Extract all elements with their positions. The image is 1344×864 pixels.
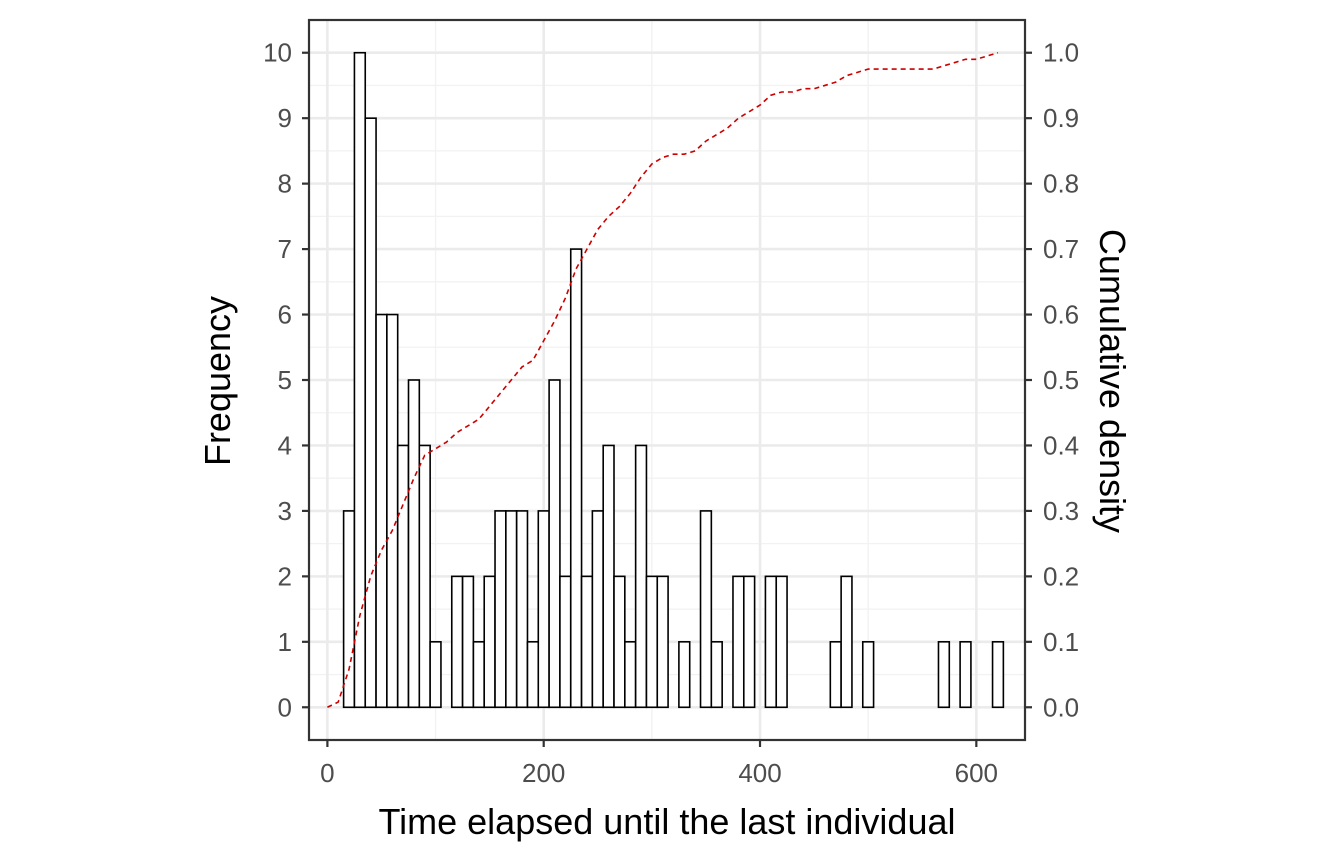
y2-tick-label: 0.5	[1043, 365, 1079, 395]
y-tick-label: 2	[278, 561, 292, 591]
histogram-bar	[452, 576, 463, 707]
histogram-bar	[625, 642, 636, 707]
histogram-bar	[938, 642, 949, 707]
histogram-bar	[993, 642, 1004, 707]
x-axis-title: Time elapsed until the last individual	[379, 801, 956, 842]
y2-tick-label: 0.7	[1043, 234, 1079, 264]
y2-tick-label: 0.0	[1043, 692, 1079, 722]
x-tick-label: 600	[955, 758, 998, 788]
histogram-bar	[538, 511, 549, 707]
y2-tick-label: 0.9	[1043, 103, 1079, 133]
y-tick-label: 5	[278, 365, 292, 395]
histogram-bar	[560, 576, 571, 707]
y-tick-label: 6	[278, 300, 292, 330]
histogram-bar	[830, 642, 841, 707]
histogram-bar	[473, 642, 484, 707]
x-tick-label: 0	[320, 758, 334, 788]
histogram-bar	[603, 445, 614, 707]
histogram-bar	[419, 445, 430, 707]
histogram-bar	[646, 576, 657, 707]
histogram-bar	[549, 380, 560, 707]
y2-tick-label: 0.8	[1043, 169, 1079, 199]
histogram-bar	[430, 642, 441, 707]
histogram-bar	[733, 576, 744, 707]
y-tick-label: 1	[278, 627, 292, 657]
y2-tick-label: 0.6	[1043, 300, 1079, 330]
x-tick-label: 200	[522, 758, 565, 788]
histogram-bar	[841, 576, 852, 707]
histogram-bar	[344, 511, 355, 707]
histogram-bar	[365, 118, 376, 707]
histogram-bar	[960, 642, 971, 707]
histogram-bar	[495, 511, 506, 707]
histogram-bar	[398, 445, 409, 707]
y-axis-title: Frequency	[197, 296, 238, 466]
histogram-bar	[527, 642, 538, 707]
x-tick-label: 400	[738, 758, 781, 788]
histogram-bar	[657, 576, 668, 707]
histogram-bar	[463, 576, 474, 707]
y2-tick-label: 0.3	[1043, 496, 1079, 526]
histogram-bar	[387, 315, 398, 708]
bottom-axis-ticks: 0 200 400 600	[320, 740, 998, 788]
y-tick-label: 10	[263, 38, 292, 68]
y2-tick-label: 0.1	[1043, 627, 1079, 657]
y2-tick-label: 1.0	[1043, 38, 1079, 68]
y2-tick-label: 0.4	[1043, 430, 1079, 460]
histogram-bar	[776, 576, 787, 707]
histogram-bar	[517, 511, 528, 707]
histogram-bar	[744, 576, 755, 707]
histogram-bar	[765, 576, 776, 707]
histogram-bar	[376, 315, 387, 708]
secondary-y-axis-title: Cumulative density	[1092, 229, 1133, 533]
y-tick-label: 4	[278, 430, 292, 460]
histogram-bar	[354, 53, 365, 708]
y-tick-label: 8	[278, 169, 292, 199]
histogram-bar	[582, 576, 593, 707]
histogram-bar	[484, 576, 495, 707]
histogram-bar	[409, 380, 420, 707]
histogram-bar	[701, 511, 712, 707]
y-tick-label: 9	[278, 103, 292, 133]
right-axis-ticks: 0.0 0.1 0.2 0.3 0.4 0.5 0.6 0.7 0.8 0.9 1.0	[1025, 38, 1079, 723]
histogram-bar	[614, 576, 625, 707]
y-tick-label: 3	[278, 496, 292, 526]
y-tick-label: 0	[278, 692, 292, 722]
histogram-bar	[506, 511, 517, 707]
y2-tick-label: 0.2	[1043, 561, 1079, 591]
histogram-bar	[592, 511, 603, 707]
histogram-bar	[679, 642, 690, 707]
histogram-bar	[863, 642, 874, 707]
histogram-bar	[571, 249, 582, 707]
histogram-bar	[636, 445, 647, 707]
histogram-bar	[711, 642, 722, 707]
y-tick-label: 7	[278, 234, 292, 264]
left-axis-ticks: 0 1 2 3 4 5 6 7 8 9 10	[263, 38, 309, 723]
